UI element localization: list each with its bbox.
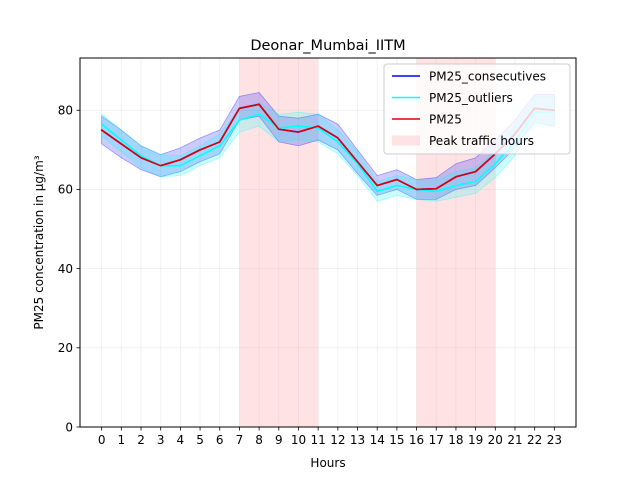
legend-label: Peak traffic hours bbox=[429, 134, 534, 148]
x-tick-label: 3 bbox=[157, 433, 165, 447]
x-tick-label: 20 bbox=[488, 433, 503, 447]
x-tick-label: 16 bbox=[409, 433, 424, 447]
series-line-pm25-outliers bbox=[100, 111, 556, 193]
x-tick-label: 4 bbox=[177, 433, 185, 447]
legend: PM25_consecutives PM25_outliers PM25 Peak t… bbox=[383, 63, 571, 155]
x-tick-label: 22 bbox=[527, 433, 542, 447]
x-tick-label: 18 bbox=[448, 433, 463, 447]
legend-label: PM25 bbox=[429, 113, 462, 127]
legend-swatch bbox=[392, 135, 420, 146]
x-tick-label: 13 bbox=[350, 433, 365, 447]
x-tick-label: 11 bbox=[311, 433, 326, 447]
x-tick-label: 14 bbox=[370, 433, 385, 447]
y-axis-ticks: 0 20 40 60 80 bbox=[58, 104, 80, 434]
x-tick-label: 10 bbox=[291, 433, 306, 447]
legend-label: PM25_outliers bbox=[429, 91, 513, 105]
y-tick-label: 40 bbox=[58, 262, 73, 276]
x-axis-label: Hours bbox=[310, 456, 345, 470]
x-tick-label: 12 bbox=[330, 433, 345, 447]
x-tick-label: 15 bbox=[389, 433, 404, 447]
x-tick-label: 6 bbox=[216, 433, 224, 447]
series-line-pm25 bbox=[100, 103, 556, 191]
y-tick-label: 60 bbox=[58, 183, 73, 197]
x-tick-label: 21 bbox=[507, 433, 522, 447]
legend-label: PM25_consecutives bbox=[429, 70, 546, 84]
y-tick-label: 0 bbox=[65, 420, 73, 434]
peak-traffic-region bbox=[239, 58, 319, 427]
y-tick-label: 20 bbox=[58, 341, 73, 355]
plot-frame bbox=[79, 57, 577, 428]
x-tick-label: 8 bbox=[255, 433, 263, 447]
x-tick-label: 19 bbox=[468, 433, 483, 447]
series-lines bbox=[100, 103, 556, 193]
chart-title: Deonar_Mumbai_IITM bbox=[250, 38, 405, 54]
legend-box bbox=[383, 63, 571, 155]
y-tick-label: 80 bbox=[58, 104, 73, 118]
x-tick-label: 23 bbox=[547, 433, 562, 447]
x-tick-label: 2 bbox=[137, 433, 145, 447]
x-axis-ticks: 0 1 2 3 4 5 6 7 8 9 10 11 12 13 14 15 16 17 18 19 20 21 22 23 bbox=[98, 427, 562, 447]
x-tick-label: 17 bbox=[429, 433, 444, 447]
x-tick-label: 7 bbox=[236, 433, 244, 447]
x-tick-label: 5 bbox=[196, 433, 204, 447]
y-axis-label: PM25 concentration in µg/m³ bbox=[32, 155, 46, 329]
x-tick-label: 0 bbox=[98, 433, 106, 447]
x-tick-label: 9 bbox=[275, 433, 283, 447]
x-tick-label: 1 bbox=[118, 433, 126, 447]
